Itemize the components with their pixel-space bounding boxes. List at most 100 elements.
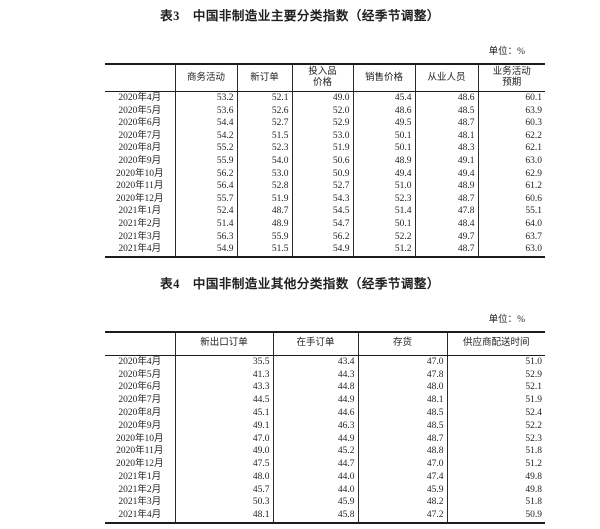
table-row: 2021年3月 50.3 45.9 48.2 51.8: [105, 496, 545, 510]
row-month-label: 2020年6月: [118, 118, 162, 129]
cell-value: 55.1: [477, 205, 545, 218]
row-month-label: 2020年12月: [115, 459, 164, 470]
cell-value: 52.9: [446, 368, 545, 382]
cell-value: 47.0: [357, 355, 447, 369]
cell-value: 48.5: [357, 406, 447, 420]
cell-value: 48.9: [236, 217, 292, 231]
column-header: 商务活动: [174, 64, 237, 92]
cell-value: 49.5: [352, 117, 415, 130]
cell-value: 51.4: [352, 205, 415, 218]
cell-value: 48.8: [357, 445, 447, 459]
table-row: 2021年4月 54.9 51.5 54.9 51.2 48.7 63.0: [105, 243, 545, 257]
cell-value: 47.0: [357, 458, 447, 471]
cell-value: 45.8: [272, 509, 358, 524]
row-month-label: 2020年9月: [118, 420, 162, 431]
cell-value: 49.0: [291, 91, 353, 105]
cell-value: 48.6: [352, 104, 415, 118]
cell-value: 48.5: [414, 104, 478, 118]
cell-value: 61.2: [477, 180, 545, 193]
cell-value: 44.6: [272, 406, 358, 420]
cell-value: 52.7: [236, 117, 292, 130]
cell-value: 44.0: [272, 470, 358, 484]
cell-value: 62.2: [477, 129, 545, 143]
row-month-label: 2020年11月: [116, 181, 164, 192]
table4-header-row: 新出口订单 在手订单 存货 供应商配送时间: [105, 331, 545, 356]
table-row: 2021年2月 45.7 44.0 45.9 49.8: [105, 483, 545, 497]
table-row: 2021年2月 51.4 48.9 54.7 50.1 48.4 64.0: [105, 217, 545, 231]
table-row: 2020年7月 44.5 44.9 48.1 51.9: [105, 394, 545, 407]
cell-value: 47.2: [357, 509, 447, 524]
table-row: 2020年11月 49.0 45.2 48.8 51.8: [105, 445, 545, 459]
cell-value: 51.2: [352, 243, 415, 257]
row-month-label: 2020年5月: [118, 105, 162, 116]
cell-value: 51.4: [174, 217, 237, 231]
cell-value: 54.5: [291, 205, 353, 218]
table-row: 2021年3月 56.3 55.9 56.2 52.2 49.7 63.7: [105, 230, 545, 244]
cell-value: 49.8: [446, 470, 545, 484]
row-month-label: 2021年3月: [118, 231, 162, 242]
cell-value: 47.4: [357, 470, 447, 484]
cell-value: 63.0: [477, 243, 545, 257]
row-month-label: 2021年1月: [118, 471, 162, 482]
table-row: 2020年10月 56.2 53.0 50.9 49.4 49.4 62.9: [105, 167, 545, 181]
cell-value: 49.0: [174, 445, 273, 459]
cell-value: 50.1: [352, 217, 415, 231]
table-row: 2020年9月 49.1 46.3 48.5 52.2: [105, 419, 545, 433]
column-header: 供应商配送时间: [446, 331, 545, 356]
cell-value: 44.9: [272, 394, 358, 407]
cell-value: 52.3: [446, 432, 545, 446]
column-header: 新出口订单: [174, 331, 273, 356]
cell-value: 51.0: [446, 355, 545, 369]
cell-value: 54.7: [291, 217, 353, 231]
table-row: 2020年8月 45.1 44.6 48.5 52.4: [105, 406, 545, 420]
table4-title: 表4 中国非制造业其他分类指数（经季节调整）: [160, 276, 440, 291]
cell-value: 51.5: [236, 129, 292, 143]
cell-value: 50.1: [352, 129, 415, 143]
cell-value: 62.1: [477, 142, 545, 155]
cell-value: 52.0: [291, 104, 353, 118]
cell-value: 48.4: [414, 217, 478, 231]
row-month-label: 2020年8月: [118, 407, 162, 418]
cell-value: 56.3: [174, 230, 237, 244]
cell-value: 51.9: [236, 192, 292, 206]
cell-value: 62.9: [477, 167, 545, 181]
cell-value: 55.9: [174, 154, 237, 168]
cell-value: 51.2: [446, 458, 545, 471]
row-month-label: 2021年4月: [118, 510, 162, 521]
cell-value: 45.2: [272, 445, 358, 459]
cell-value: 45.1: [174, 406, 273, 420]
cell-value: 44.3: [272, 368, 358, 382]
cell-value: 48.0: [357, 381, 447, 395]
table4-section: 表4 中国非制造业其他分类指数（经季节调整） 单位：% 新出口订单 在手订单 存货供…: [0, 258, 600, 525]
cell-value: 54.9: [174, 243, 237, 257]
cell-value: 52.8: [236, 180, 292, 193]
cell-value: 56.4: [174, 180, 237, 193]
table3-unit-label: 单位：%: [488, 47, 525, 57]
cell-value: 43.4: [272, 355, 358, 369]
row-month-label: 2020年4月: [118, 356, 162, 367]
cell-value: 55.2: [174, 142, 237, 155]
table-row: 2021年1月 48.0 44.0 47.4 49.8: [105, 470, 545, 484]
table-row: 2020年12月 55.7 51.9 54.3 52.3 48.7 60.6: [105, 192, 545, 206]
cell-value: 52.6: [236, 104, 292, 118]
cell-value: 51.5: [236, 243, 292, 257]
cell-value: 45.7: [174, 483, 273, 497]
corner-cell: [105, 331, 175, 356]
row-month-label: 2021年2月: [118, 484, 162, 495]
cell-value: 53.0: [291, 129, 353, 143]
table-row: 2020年5月 53.6 52.6 52.0 48.6 48.5 63.9: [105, 104, 545, 118]
cell-value: 53.0: [236, 167, 292, 181]
cell-value: 44.5: [174, 394, 273, 407]
table3-body: 2020年4月 53.2 52.1 49.0 45.4 48.6 60.1 2020年5月 53…: [105, 91, 545, 257]
row-month-label: 2021年2月: [118, 218, 162, 229]
cell-value: 50.9: [291, 167, 353, 181]
cell-value: 48.9: [352, 154, 415, 168]
cell-value: 48.9: [414, 180, 478, 193]
cell-value: 41.3: [174, 368, 273, 382]
cell-value: 56.2: [291, 230, 353, 244]
cell-value: 47.8: [357, 368, 447, 382]
cell-value: 51.9: [446, 394, 545, 407]
corner-cell: [105, 64, 175, 92]
cell-value: 51.8: [446, 496, 545, 510]
table-row: 2020年11月 56.4 52.8 52.7 51.0 48.9 61.2: [105, 180, 545, 193]
